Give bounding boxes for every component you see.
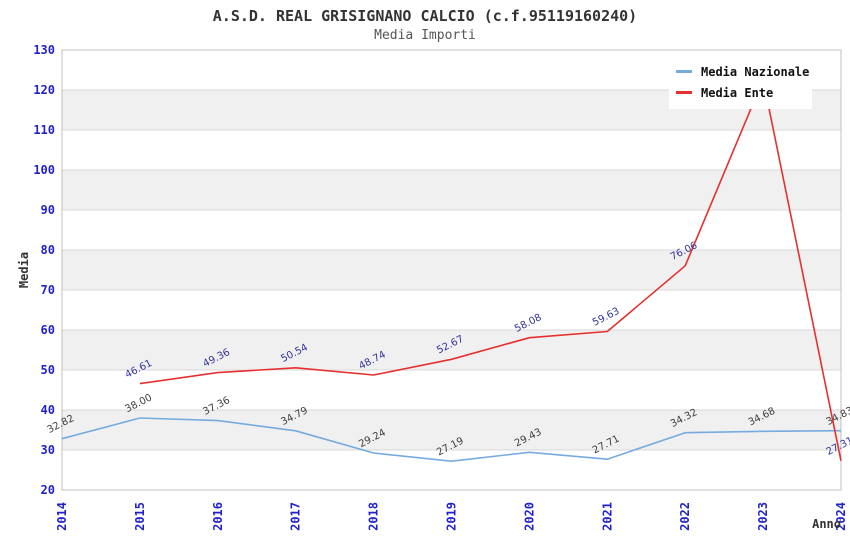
y-tick-label: 90 [41,203,55,217]
plot-border [61,49,842,491]
x-axis-title: Anno [812,517,841,531]
x-tick-label: 2024 [834,502,848,531]
legend-item-media-nazionale: Media Nazionale [676,61,812,82]
legend: Media Nazionale Media Ente [669,56,812,109]
legend-marker-media-nazionale-icon [676,70,692,73]
chart-title: A.S.D. REAL GRISIGNANO CALCIO (c.f.95119… [212,7,638,25]
x-tick-label: 2020 [522,502,536,531]
x-tick-label: 2017 [289,502,303,531]
grid-band [62,410,841,450]
y-tick-label: 20 [41,483,55,497]
legend-marker-media-ente-icon [676,91,692,94]
y-axis-title: Media [17,252,31,288]
x-tick-label: 2023 [756,502,770,531]
grid-band [62,250,841,290]
y-tick-label: 30 [41,443,55,457]
data-label-media-ente: 59.63 [591,306,622,329]
legend-item-media-ente: Media Ente [676,82,812,103]
y-tick-label: 60 [41,323,55,337]
x-tick-label: 2022 [678,502,692,531]
chart-subtitle: Media Importi [374,28,476,43]
y-tick-label: 80 [41,243,55,257]
y-tick-label: 130 [33,43,55,57]
legend-label: Media Ente [701,85,774,100]
series-line-media-ente [139,78,842,461]
y-tick-label: 110 [33,123,55,137]
x-tick-label: 2014 [55,502,69,531]
x-tick-label: 2015 [133,502,147,531]
y-tick-label: 120 [33,83,55,97]
x-tick-label: 2021 [600,502,614,531]
grid-band [62,170,841,210]
grid-band [62,330,841,370]
x-tick-label: 2018 [367,502,381,531]
series-line-media-nazionale [61,417,842,463]
x-tick-label: 2019 [445,502,459,531]
y-tick-label: 40 [41,403,55,417]
y-tick-label: 100 [33,163,55,177]
y-tick-label: 70 [41,283,55,297]
legend-label: Media Nazionale [701,64,810,79]
y-tick-label: 50 [41,363,55,377]
x-tick-label: 2016 [211,502,225,531]
